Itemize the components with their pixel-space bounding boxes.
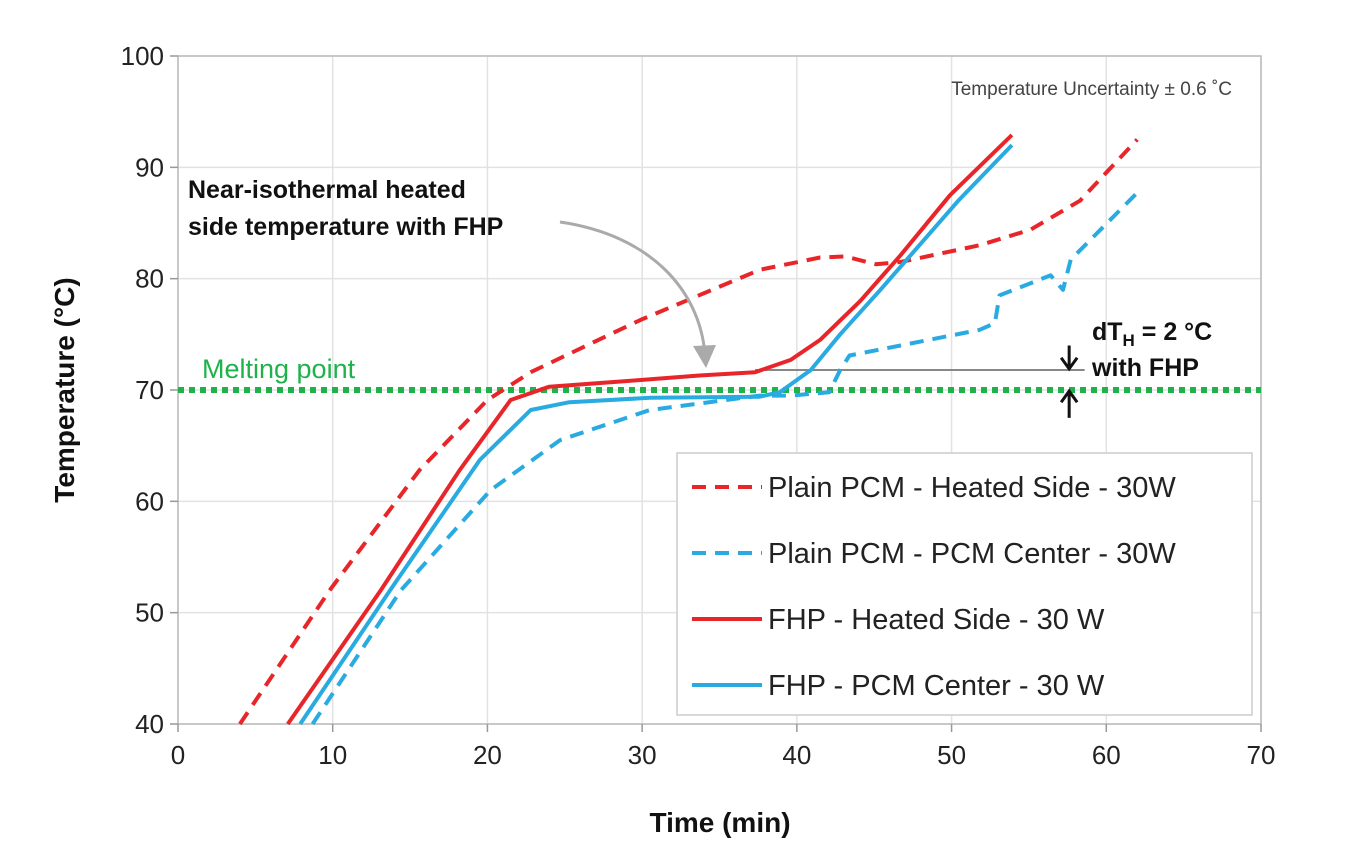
annotation-arrow xyxy=(559,220,707,356)
y-tick-label: 50 xyxy=(135,598,164,628)
uncertainty-note: Temperature Uncertainty ± 0.6 ˚C xyxy=(951,79,1232,100)
y-tick-label: 40 xyxy=(135,709,164,739)
ticks: 0 10 20 30 40 50 60 70 40 50 60 70 80 90 100 xyxy=(121,41,1276,770)
y-tick-label: 60 xyxy=(135,486,164,516)
y-tick-label: 80 xyxy=(135,264,164,294)
x-tick-label: 0 xyxy=(171,740,185,770)
y-tick-label: 70 xyxy=(135,375,164,405)
legend-label: FHP - Heated Side - 30 W xyxy=(768,604,1105,636)
series xyxy=(178,133,1261,726)
y-tick-label: 90 xyxy=(135,152,164,182)
legend-label: Plain PCM - Heated Side - 30W xyxy=(768,472,1176,504)
legend-label: Plain PCM - PCM Center - 30W xyxy=(768,538,1176,570)
y-tick-label: 100 xyxy=(121,41,164,71)
series-line-0 xyxy=(238,138,1139,726)
legend-box xyxy=(676,452,1253,716)
y-axis-label: Temperature (°C) xyxy=(49,277,80,502)
x-tick-label: 10 xyxy=(318,740,347,770)
legend: Plain PCM - Heated Side - 30W Plain PCM -… xyxy=(676,452,1253,716)
melting-point-label: Melting point xyxy=(202,354,356,384)
arrow-up-icon xyxy=(1059,388,1079,418)
isothermal-annotation-line1: Near-isothermal heated xyxy=(188,176,466,204)
x-tick-label: 60 xyxy=(1092,740,1121,770)
series-line-3 xyxy=(298,143,1014,726)
annotation-arrowhead xyxy=(693,345,716,368)
isothermal-annotation-line2: side temperature with FHP xyxy=(188,213,503,241)
x-tick-label: 40 xyxy=(782,740,811,770)
legend-label: FHP - PCM Center - 30 W xyxy=(768,670,1105,702)
arrow-down-icon xyxy=(1059,345,1079,372)
x-tick-label: 50 xyxy=(937,740,966,770)
dt-annotation-line2: with FHP xyxy=(1091,354,1199,382)
series-line-2 xyxy=(286,133,1014,726)
dt-arrows xyxy=(1059,345,1079,418)
series-line-1 xyxy=(310,188,1142,726)
dt-annotation: dTH = 2 °C xyxy=(1092,318,1212,350)
x-tick-label: 20 xyxy=(473,740,502,770)
x-tick-label: 70 xyxy=(1247,740,1276,770)
x-tick-label: 30 xyxy=(628,740,657,770)
x-axis-label: Time (min) xyxy=(649,807,790,838)
